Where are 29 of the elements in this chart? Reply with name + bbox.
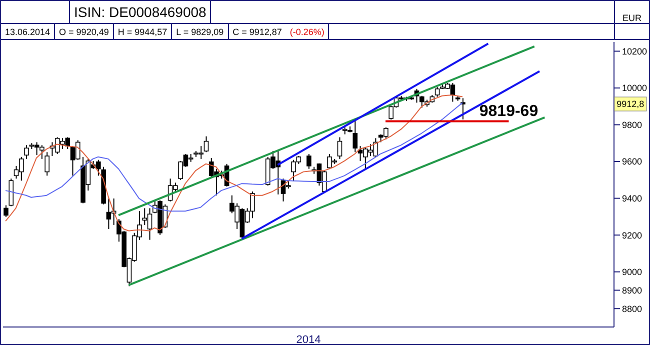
- text: C = 9912,87: [232, 26, 283, 38]
- y-tick-label: 9400: [622, 193, 642, 204]
- candlestick: [4, 204, 8, 218]
- series-label: 9819-69: [479, 103, 538, 120]
- chart-title: ISIN: DE0008469008: [70, 1, 212, 23]
- text: (-0.26%): [286, 24, 330, 39]
- text: O = 9920,49: [55, 24, 114, 39]
- x-axis-title: 2014: [296, 334, 321, 345]
- candlestick: [460, 98, 466, 120]
- candlestick: [306, 153, 312, 170]
- y-tick-label: 9000: [622, 267, 642, 278]
- y-tick-label: 8900: [622, 285, 642, 296]
- y-tick-label: 8800: [622, 304, 642, 314]
- candlestick: [24, 144, 29, 160]
- candlestick: [352, 119, 358, 153]
- candlestick: [44, 152, 50, 176]
- candlestick: [337, 136, 342, 160]
- y-axis-title: EUR: [621, 12, 642, 23]
- annotation: 9912,8: [616, 99, 644, 109]
- y-tick-label: 9800: [622, 120, 642, 130]
- text: H = 9944,57: [114, 24, 172, 39]
- y-tick-label: 9200: [622, 230, 642, 240]
- candlestick: [204, 136, 209, 153]
- candlestick: [434, 86, 440, 98]
- y-tick-label: 10200: [622, 46, 648, 56]
- text: L = 9829,09: [172, 24, 229, 39]
- y-tick-label: 10000: [622, 83, 648, 94]
- chart-subtitle: 13.06.2014: [1, 24, 56, 39]
- y-tick-label: 9600: [622, 156, 642, 167]
